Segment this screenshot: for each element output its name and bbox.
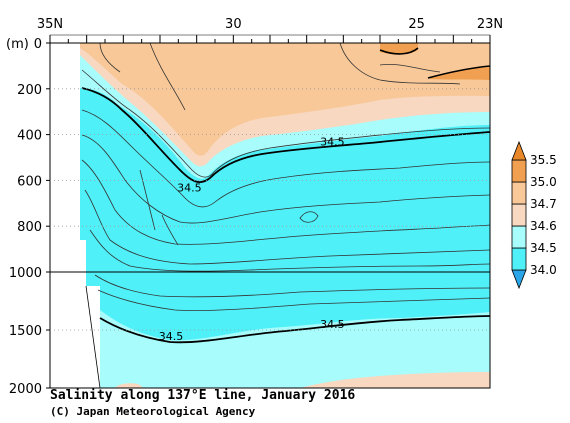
colorbar-label: 34.6 — [530, 219, 557, 233]
band-deep-34.7b — [115, 383, 143, 388]
colorbar-segment — [511, 203, 527, 227]
y-axis-unit-label: (m) — [6, 37, 29, 52]
y-tick-label: 2000 — [9, 382, 42, 397]
band-35.5-patch-right — [430, 67, 490, 80]
colorbar-segment — [511, 247, 527, 271]
contour-label: 34.5 — [159, 330, 184, 343]
chart-title: Salinity along 137°E line, January 2016 — [50, 388, 356, 403]
x-tick-labels: 35N 30 25 23N — [37, 17, 503, 32]
contour-field — [50, 43, 490, 388]
missing-data-mask — [50, 43, 100, 388]
contour-label: 34.5 — [320, 135, 345, 148]
y-tick-label: 600 — [17, 174, 42, 189]
band-35.0-35.5 — [80, 43, 490, 156]
colorbar-label: 34.7 — [530, 197, 557, 211]
colorbar-segment — [511, 181, 527, 205]
colorbar-label: 35.5 — [530, 153, 557, 167]
credit-text: (C) Japan Meteorological Agency — [50, 405, 256, 418]
y-tick-label: 200 — [17, 83, 42, 98]
colorbar-upper-triangle — [511, 140, 527, 161]
contour-35.5-thick — [427, 65, 490, 79]
contour-lines — [81, 43, 490, 311]
colorbar-label: 35.0 — [530, 175, 557, 189]
x-tick-label: 30 — [225, 17, 242, 32]
contour-label: 34.5 — [177, 181, 202, 194]
contour-label: 34.5 — [320, 318, 345, 331]
contour-34.5-thick — [81, 87, 490, 344]
colorbar-lower-triangle — [511, 269, 527, 290]
y-tick-label: 400 — [17, 129, 42, 144]
depth-gridlines — [50, 88, 490, 331]
y-tick-labels: 0 200 400 600 800 1000 1500 2000 — [9, 37, 50, 397]
contour-35.5-top-thick — [379, 47, 419, 55]
band-deep-34.6-34.7 — [100, 310, 490, 388]
x-tick-label: 25 — [408, 17, 425, 32]
colorbar-label: 34.0 — [530, 263, 557, 277]
x-tick-label: 23N — [477, 17, 503, 32]
y-tick-label: 1000 — [9, 266, 42, 281]
band-35.5-patch-top — [380, 43, 418, 55]
contour-labels: 34.5 34.5 34.5 34.5 — [159, 135, 345, 343]
colorbar-segment — [511, 159, 527, 183]
station-ticks — [49, 34, 491, 43]
y-tick-label: 800 — [17, 220, 42, 235]
x-tick-label: 35N — [37, 17, 63, 32]
band-deep-34.7 — [300, 372, 490, 388]
missing-data-edge — [85, 285, 101, 389]
colorbar-segment — [511, 225, 527, 249]
colorbar: 34.0 34.5 34.6 34.7 35.0 35.5 — [511, 140, 557, 290]
y-tick-label: 0 — [34, 37, 42, 52]
colorbar-label: 34.5 — [530, 241, 557, 255]
y-tick-label: 1500 — [9, 324, 42, 339]
